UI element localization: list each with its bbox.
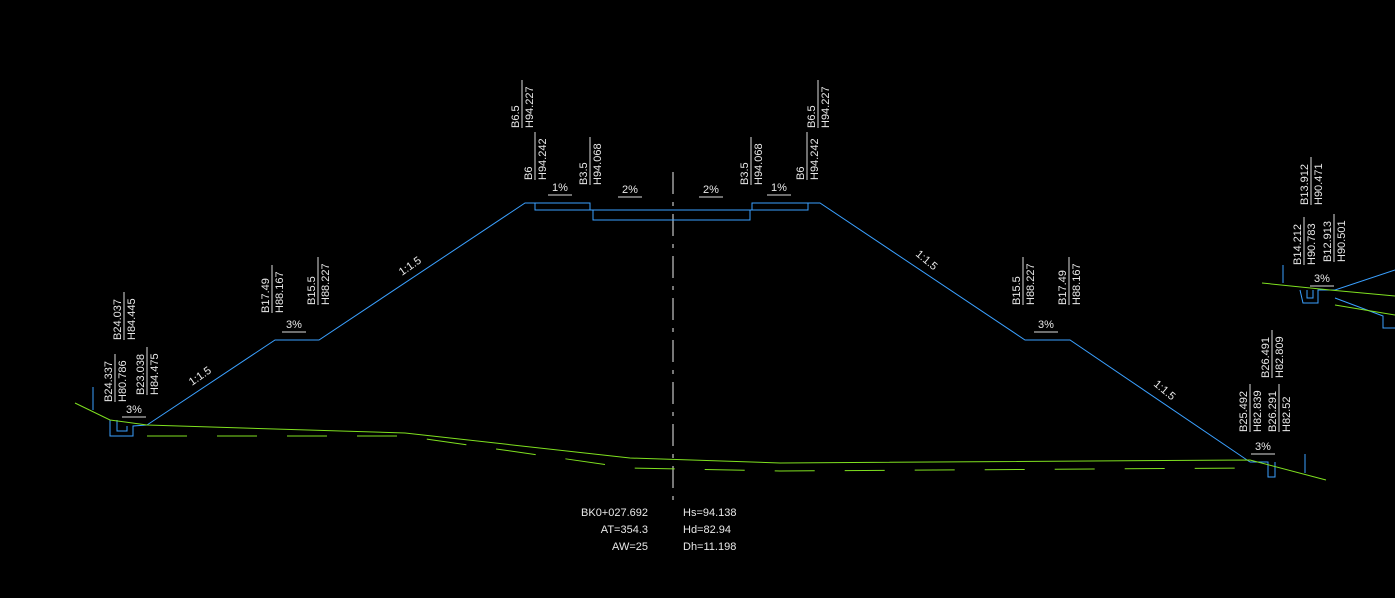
station-b: B6 xyxy=(795,167,807,180)
grade-label: 1% xyxy=(771,182,787,194)
shoulder xyxy=(534,203,590,211)
station-b: B17.49 xyxy=(260,278,272,313)
station-b: B17.49 xyxy=(1057,270,1069,305)
grade-label: 3% xyxy=(1038,319,1054,331)
station-b: B15.5 xyxy=(1011,276,1023,305)
station-b: B6 xyxy=(523,167,535,180)
grade-label: 3% xyxy=(286,319,302,331)
station-h: H94.227 xyxy=(820,86,832,128)
station-h: H88.167 xyxy=(274,271,286,313)
station-h: H88.227 xyxy=(1025,263,1037,305)
grade-label: 1% xyxy=(552,182,568,194)
station-b: B26.291 xyxy=(1267,391,1279,432)
station-h: H90.471 xyxy=(1313,163,1325,205)
station-b: B12.913 xyxy=(1322,221,1334,262)
grade-label: 3% xyxy=(1314,273,1330,285)
station-b: B24.337 xyxy=(103,361,115,402)
station-b: B6.5 xyxy=(806,105,818,128)
station-b: B26.491 xyxy=(1260,337,1272,378)
ground-line xyxy=(1261,282,1395,297)
ground-line xyxy=(74,402,1327,481)
grade-label: 3% xyxy=(1255,441,1271,453)
station-h: H80.786 xyxy=(117,360,129,402)
grade-label: 2% xyxy=(622,184,638,196)
station-h: H88.227 xyxy=(320,263,332,305)
station-b: B6.5 xyxy=(510,105,522,128)
grade-label: 3% xyxy=(126,404,142,416)
station-h: H90.783 xyxy=(1306,223,1318,265)
station-h: H88.167 xyxy=(1071,263,1083,305)
summary-right: Hd=82.94 xyxy=(683,524,731,536)
station-b: B23.038 xyxy=(135,354,147,395)
station-h: H84.475 xyxy=(149,353,161,395)
ground-line xyxy=(1334,304,1395,316)
shoulder xyxy=(752,203,809,211)
station-h: H94.068 xyxy=(753,143,765,185)
station-b: B13.912 xyxy=(1299,164,1311,205)
pavement xyxy=(592,210,751,221)
station-h: H94.242 xyxy=(537,138,549,180)
station-h: H82.52 xyxy=(1281,397,1293,432)
station-h: H84.445 xyxy=(126,298,138,340)
station-h: H82.839 xyxy=(1252,390,1264,432)
grade-label: 2% xyxy=(703,184,719,196)
station-h: H90.501 xyxy=(1336,220,1348,262)
summary-right: Dh=11.198 xyxy=(683,541,736,553)
ditch xyxy=(116,420,128,432)
station-h: H94.068 xyxy=(592,143,604,185)
station-h: H82.809 xyxy=(1274,336,1286,378)
station-b: B24.037 xyxy=(112,299,124,340)
station-b: B15.5 xyxy=(306,276,318,305)
road-profile xyxy=(146,202,1251,463)
summary-left: AT=354.3 xyxy=(601,524,648,536)
ditch xyxy=(1250,461,1276,478)
station-b: B14.212 xyxy=(1292,224,1304,265)
summary-left: AW=25 xyxy=(612,541,648,553)
station-b: B25.492 xyxy=(1238,391,1250,432)
station-b: B3.5 xyxy=(739,162,751,185)
summary-right: Hs=94.138 xyxy=(683,507,737,519)
station-h: H94.227 xyxy=(524,86,536,128)
station-b: B3.5 xyxy=(578,162,590,185)
station-h: H94.242 xyxy=(809,138,821,180)
summary-left: BK0+027.692 xyxy=(581,507,648,519)
ditch xyxy=(109,420,148,437)
ditch xyxy=(1306,290,1314,299)
road-profile-2 xyxy=(1299,269,1395,304)
road-profile-2 xyxy=(1334,297,1395,329)
ground-line-old xyxy=(147,435,1251,472)
